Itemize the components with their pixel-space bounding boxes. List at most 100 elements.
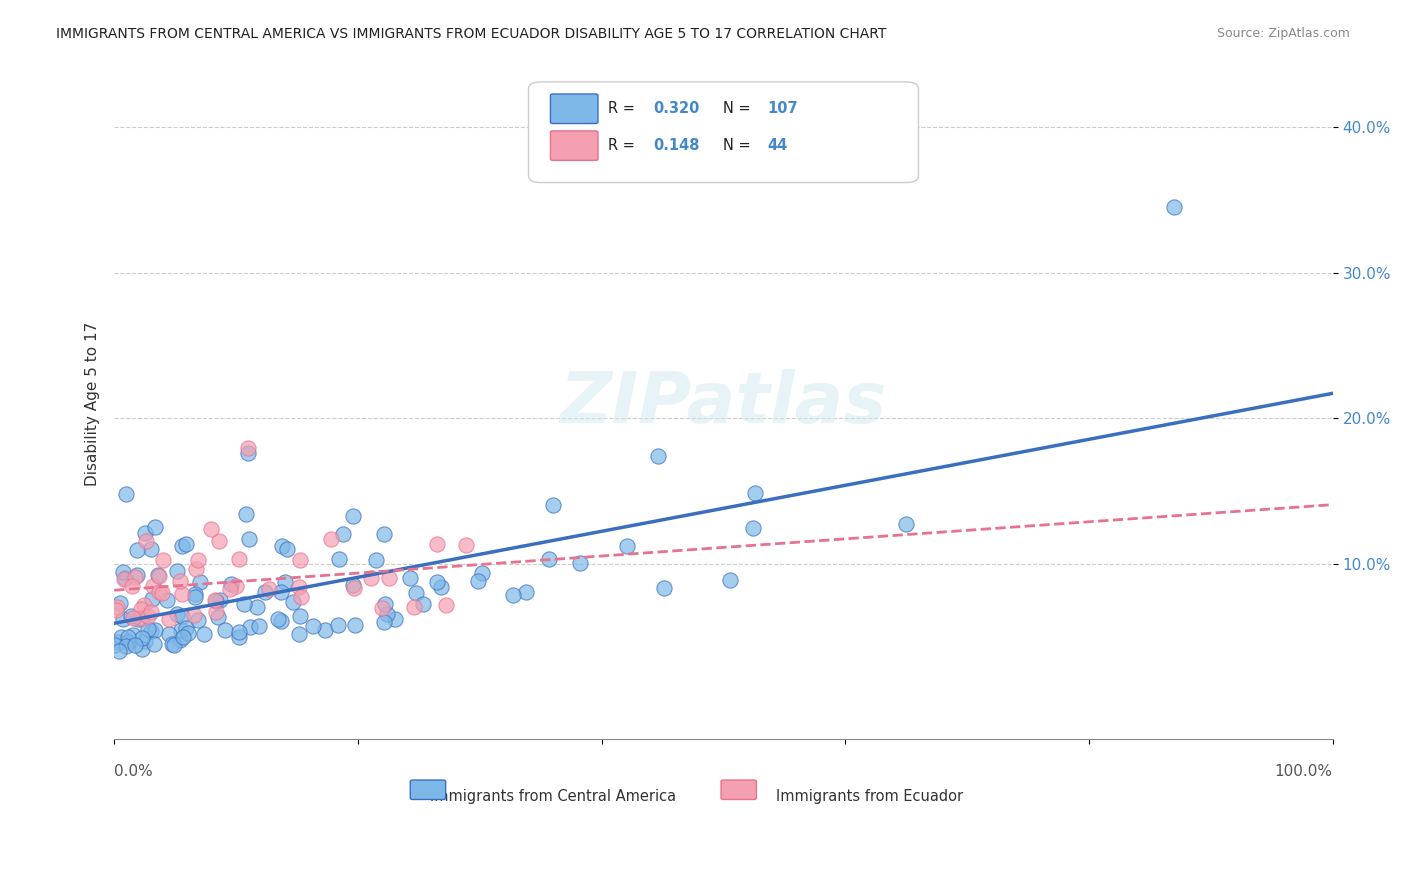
- Point: [343, 581, 366, 595]
- Point: [373, 527, 395, 541]
- Point: [467, 574, 489, 589]
- Point: [131, 601, 153, 615]
- Point: [238, 446, 260, 460]
- Point: [117, 630, 139, 644]
- Point: [228, 551, 250, 566]
- Point: [122, 628, 145, 642]
- Point: [205, 605, 228, 619]
- Point: [200, 522, 222, 536]
- Point: [225, 579, 247, 593]
- Point: [141, 605, 163, 619]
- Point: [426, 574, 449, 589]
- Text: 100.0%: 100.0%: [1275, 764, 1333, 779]
- Point: [360, 571, 382, 585]
- Point: [471, 566, 494, 580]
- Point: [247, 618, 270, 632]
- Point: [270, 614, 292, 628]
- Point: [125, 568, 148, 582]
- Point: [111, 565, 134, 579]
- Point: [375, 607, 398, 621]
- Text: 0.148: 0.148: [652, 138, 699, 153]
- Point: [239, 620, 262, 634]
- FancyBboxPatch shape: [550, 94, 598, 123]
- Point: [148, 584, 170, 599]
- Point: [112, 572, 135, 586]
- Point: [104, 638, 127, 652]
- Point: [236, 441, 259, 455]
- Point: [328, 618, 350, 632]
- Point: [288, 626, 311, 640]
- Point: [219, 577, 242, 591]
- Point: [205, 594, 228, 608]
- Text: N =: N =: [724, 138, 756, 153]
- Point: [124, 570, 146, 584]
- Point: [172, 631, 194, 645]
- Point: [321, 532, 343, 546]
- Point: [328, 552, 350, 566]
- Point: [163, 638, 186, 652]
- Point: [142, 579, 165, 593]
- Point: [108, 644, 131, 658]
- Point: [233, 598, 256, 612]
- Point: [214, 623, 236, 637]
- Point: [384, 612, 406, 626]
- Point: [378, 571, 401, 585]
- Point: [288, 553, 311, 567]
- Point: [104, 603, 127, 617]
- Point: [139, 542, 162, 557]
- Point: [374, 598, 396, 612]
- Point: [204, 593, 226, 607]
- Point: [166, 564, 188, 578]
- Point: [274, 575, 297, 590]
- Point: [160, 637, 183, 651]
- FancyBboxPatch shape: [721, 780, 756, 799]
- Point: [143, 637, 166, 651]
- Point: [169, 633, 191, 648]
- Point: [569, 556, 592, 570]
- Point: [150, 586, 173, 600]
- Point: [176, 625, 198, 640]
- Point: [134, 525, 156, 540]
- Point: [270, 585, 292, 599]
- Point: [257, 582, 280, 596]
- Point: [120, 609, 142, 624]
- Point: [429, 580, 451, 594]
- Text: IMMIGRANTS FROM CENTRAL AMERICA VS IMMIGRANTS FROM ECUADOR DISABILITY AGE 5 TO 1: IMMIGRANTS FROM CENTRAL AMERICA VS IMMIG…: [56, 27, 887, 41]
- Point: [235, 507, 257, 521]
- Point: [290, 591, 312, 605]
- Point: [172, 608, 194, 623]
- Text: ZIPatlas: ZIPatlas: [560, 369, 887, 438]
- Point: [135, 533, 157, 548]
- Point: [141, 624, 163, 639]
- Point: [114, 571, 136, 585]
- Point: [184, 562, 207, 576]
- Point: [287, 580, 309, 594]
- Point: [426, 537, 449, 551]
- Point: [399, 571, 422, 585]
- Point: [187, 553, 209, 567]
- Point: [228, 625, 250, 640]
- Point: [208, 534, 231, 549]
- Point: [134, 598, 156, 612]
- Point: [136, 608, 159, 623]
- Point: [541, 498, 564, 512]
- Point: [188, 574, 211, 589]
- Point: [238, 532, 260, 546]
- Point: [343, 618, 366, 632]
- Point: [131, 641, 153, 656]
- FancyBboxPatch shape: [529, 82, 918, 183]
- Point: [228, 631, 250, 645]
- Point: [117, 635, 139, 649]
- Point: [127, 543, 149, 558]
- Point: [267, 612, 290, 626]
- Text: Source: ZipAtlas.com: Source: ZipAtlas.com: [1216, 27, 1350, 40]
- Point: [456, 538, 478, 552]
- Point: [342, 578, 364, 592]
- Point: [647, 449, 669, 463]
- Point: [718, 573, 741, 587]
- Point: [342, 508, 364, 523]
- Point: [1163, 200, 1185, 214]
- Point: [405, 585, 427, 599]
- Text: 0.0%: 0.0%: [114, 764, 153, 779]
- Point: [502, 588, 524, 602]
